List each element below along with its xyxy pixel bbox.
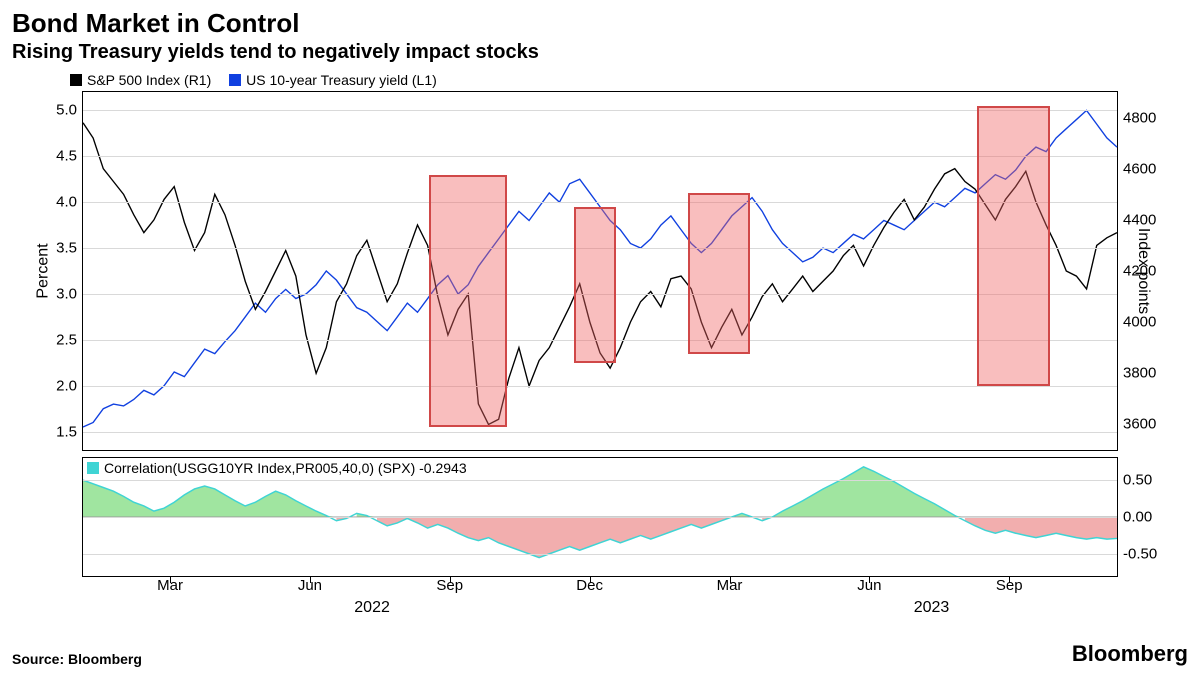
ytick-right: 3800 [1117,365,1156,382]
ytick-left: 3.0 [56,285,83,302]
chart-subtitle: Rising Treasury yields tend to negativel… [12,41,1188,64]
brand-logo: Bloomberg [1072,641,1188,667]
main-plot-area: 1.52.02.53.03.54.04.55.03600380040004200… [82,91,1118,451]
ytick-right: 4800 [1117,109,1156,126]
ytick-left: 3.5 [56,240,83,257]
ytick-left: 5.0 [56,102,83,119]
ytick-left: 4.5 [56,148,83,165]
legend: S&P 500 Index (R1) US 10-year Treasury y… [70,72,1188,89]
ytick-left: 1.5 [56,423,83,440]
highlight-box [429,175,507,427]
xtick-month: Mar [717,577,743,594]
ytick-right: 4600 [1117,160,1156,177]
left-axis-label: Percent [35,243,53,298]
legend-swatch-ust10y [229,74,241,86]
ytick-left: 2.5 [56,331,83,348]
ytick-right: 4200 [1117,263,1156,280]
correlation-legend: Correlation(USGG10YR Index,PR005,40,0) (… [87,460,467,476]
correlation-plot-area: Correlation(USGG10YR Index,PR005,40,0) (… [82,457,1118,577]
xtick-year: 2023 [914,599,950,617]
xtick-year: 2022 [354,599,390,617]
main-chart: Percent Index points 1.52.02.53.03.54.04… [12,91,1188,451]
legend-label-ust10y: US 10-year Treasury yield (L1) [246,72,437,88]
source-text: Source: Bloomberg [12,651,142,667]
xtick-month: Dec [576,577,603,594]
ytick-left: 2.0 [56,377,83,394]
corr-ytick: 0.00 [1117,509,1152,526]
xtick-month: Sep [996,577,1023,594]
legend-item-sp500: S&P 500 Index (R1) [70,72,211,88]
correlation-chart: Correlation(USGG10YR Index,PR005,40,0) (… [12,457,1188,577]
ytick-right: 3600 [1117,416,1156,433]
correlation-swatch [87,462,99,474]
xtick-month: Sep [436,577,463,594]
highlight-box [688,193,750,354]
legend-label-sp500: S&P 500 Index (R1) [87,72,211,88]
corr-ytick: -0.50 [1117,545,1157,562]
ytick-left: 4.0 [56,194,83,211]
corr-ytick: 0.50 [1117,472,1152,489]
chart-title: Bond Market in Control [12,8,1188,39]
xtick-month: Mar [157,577,183,594]
legend-swatch-sp500 [70,74,82,86]
xtick-month: Jun [298,577,322,594]
legend-item-ust10y: US 10-year Treasury yield (L1) [229,72,437,88]
x-axis: Mar Jun Sep Dec Mar Jun Sep 2022 2023 [12,577,1188,627]
xtick-month: Jun [857,577,881,594]
highlight-box [574,207,615,363]
correlation-label: Correlation(USGG10YR Index,PR005,40,0) (… [104,460,467,476]
highlight-box [977,106,1049,386]
ytick-right: 4400 [1117,211,1156,228]
ytick-right: 4000 [1117,314,1156,331]
